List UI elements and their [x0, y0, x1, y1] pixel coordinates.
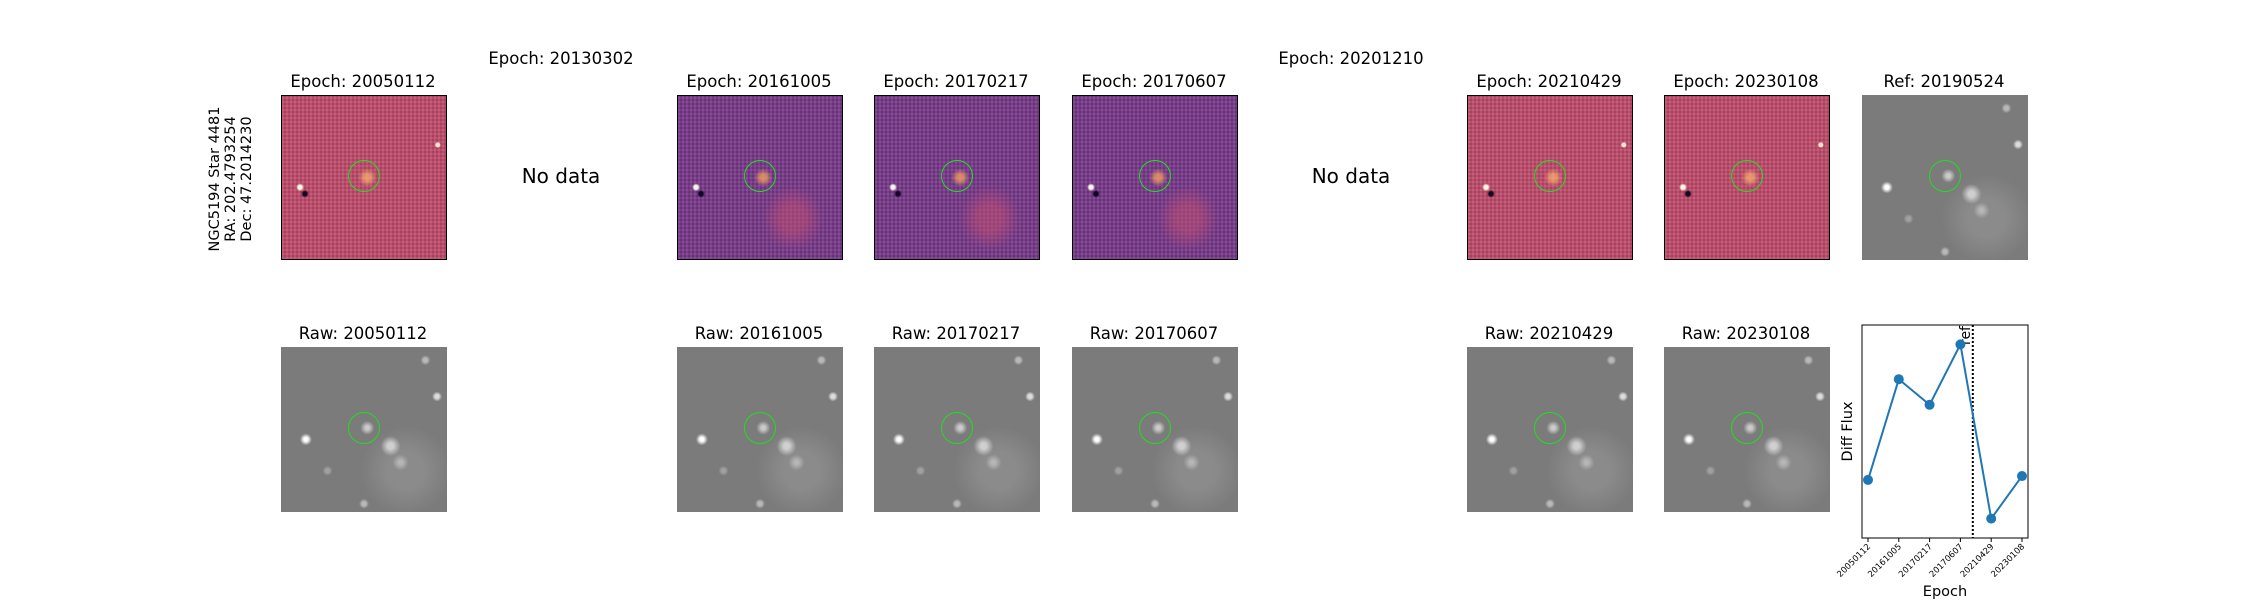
- raw-panel-title: Raw: 20170217: [891, 324, 1021, 343]
- raw-panel-title: Raw: 20210429: [1484, 324, 1614, 343]
- diff-panel-title: Epoch: 20170607: [1081, 72, 1227, 91]
- raw-panel-title: Raw: 20230108: [1681, 324, 1811, 343]
- raw-image-20170217: [874, 347, 1040, 512]
- no-data-label: No data: [1311, 164, 1391, 188]
- data-point: [2017, 471, 2027, 482]
- diff-image-20170607: [1072, 95, 1238, 260]
- series-line: [1867, 341, 2023, 522]
- raw-panel-title: Raw: 20170607: [1089, 324, 1219, 343]
- diff-panel-title: Epoch: 20050112: [290, 72, 436, 91]
- target-circle: [1534, 411, 1566, 444]
- diff-image-20230108: [1664, 95, 1830, 260]
- diff-panel-title: Epoch: 20230108: [1673, 72, 1819, 91]
- data-point: [1986, 513, 1997, 524]
- target-circle: [1139, 159, 1171, 192]
- diff-panel-title: Epoch: 20161005: [686, 72, 832, 91]
- ref-panel-title: Ref: 20190524: [1883, 72, 2005, 91]
- x-tick-label: 20230108: [1989, 542, 2027, 580]
- data-point: [1924, 399, 1935, 410]
- target-circle: [348, 159, 380, 192]
- diff-image-20161005: [677, 95, 843, 260]
- target-circle: [1731, 411, 1763, 444]
- data-point: [1893, 374, 1904, 385]
- target-circle: [1929, 159, 1961, 192]
- no-data-label: No data: [521, 164, 601, 188]
- plot-frame: [1861, 324, 2029, 539]
- diff-panel-title: Epoch: 20170217: [883, 72, 1029, 91]
- raw-panel-title: Raw: 20161005: [694, 324, 824, 343]
- x-axis-label: Epoch: [1923, 584, 1967, 600]
- target-circle: [1731, 159, 1763, 192]
- data-point: [1955, 339, 1966, 350]
- target-circle: [941, 159, 973, 192]
- target-circle: [941, 411, 973, 444]
- raw-image-20170607: [1072, 347, 1238, 512]
- diff-image-20050112: [281, 95, 447, 260]
- target-circle: [1139, 411, 1171, 444]
- target-circle: [744, 411, 776, 444]
- raw-image-20230108: [1664, 347, 1830, 512]
- diff-panel-title: Epoch: 20210429: [1476, 72, 1622, 91]
- target-circle: [744, 159, 776, 192]
- ref-image: [1862, 95, 2028, 260]
- data-point: [1863, 474, 1873, 485]
- diff-image-20210429: [1467, 95, 1633, 260]
- raw-panel-title: Raw: 20050112: [298, 324, 428, 343]
- raw-image-20050112: [281, 347, 447, 512]
- y-axis-label: Diff Flux: [1840, 401, 1856, 461]
- raw-image-20161005: [677, 347, 843, 512]
- target-circle: [1534, 159, 1566, 192]
- target-circle: [348, 411, 380, 444]
- diff-panel-title: Epoch: 20130302: [488, 49, 634, 68]
- diff-image-20170217: [874, 95, 1040, 260]
- diff-panel-title: Epoch: 20201210: [1278, 49, 1424, 68]
- raw-image-20210429: [1467, 347, 1633, 512]
